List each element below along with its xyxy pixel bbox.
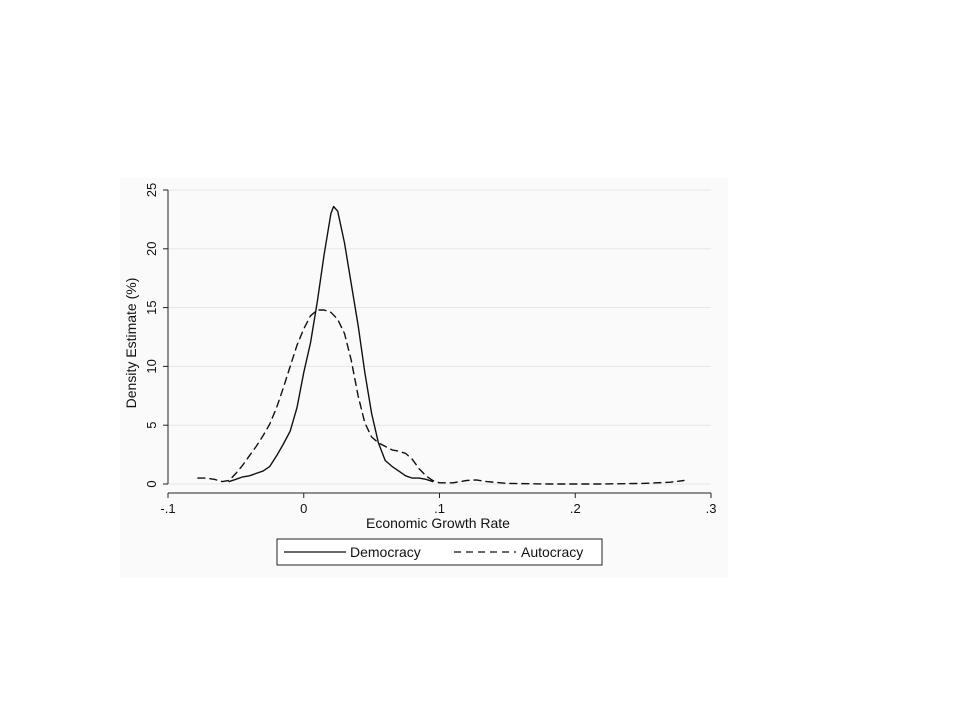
legend: Democracy Autocracy (276, 538, 603, 566)
y-tick-label-2: 10 (144, 359, 159, 373)
y-axis-title: Density Estimate (%) (123, 278, 139, 409)
y-tick-label-4: 20 (144, 242, 159, 256)
density-chart: 0 5 10 15 20 25 -.1 0 .1 .2 .3 Economic Growth Rat… (123, 183, 716, 566)
x-tick-label-0: -.1 (160, 501, 175, 516)
legend-label-autocracy: Autocracy (521, 544, 583, 560)
x-axis-title: Economic Growth Rate (366, 515, 510, 531)
series-line-autocracy (197, 309, 685, 485)
x-tick-label-4: .3 (706, 501, 717, 516)
series-line-democracy (228, 205, 434, 483)
x-tick-label-2: .1 (434, 501, 445, 516)
series-lines (197, 205, 685, 485)
y-tick-label-5: 25 (144, 183, 159, 197)
x-tick-label-3: .2 (570, 501, 581, 516)
x-tick-label-1: 0 (300, 501, 307, 516)
chart-panel: 0 5 10 15 20 25 -.1 0 .1 .2 .3 Economic Growth Rat… (120, 178, 728, 578)
gridlines (168, 189, 711, 485)
y-tick-label-0: 0 (144, 480, 159, 487)
axes: 0 5 10 15 20 25 -.1 0 .1 .2 .3 (144, 183, 716, 516)
legend-label-democracy: Democracy (350, 544, 421, 560)
y-tick-label-1: 5 (144, 422, 159, 429)
y-tick-label-3: 15 (144, 300, 159, 314)
